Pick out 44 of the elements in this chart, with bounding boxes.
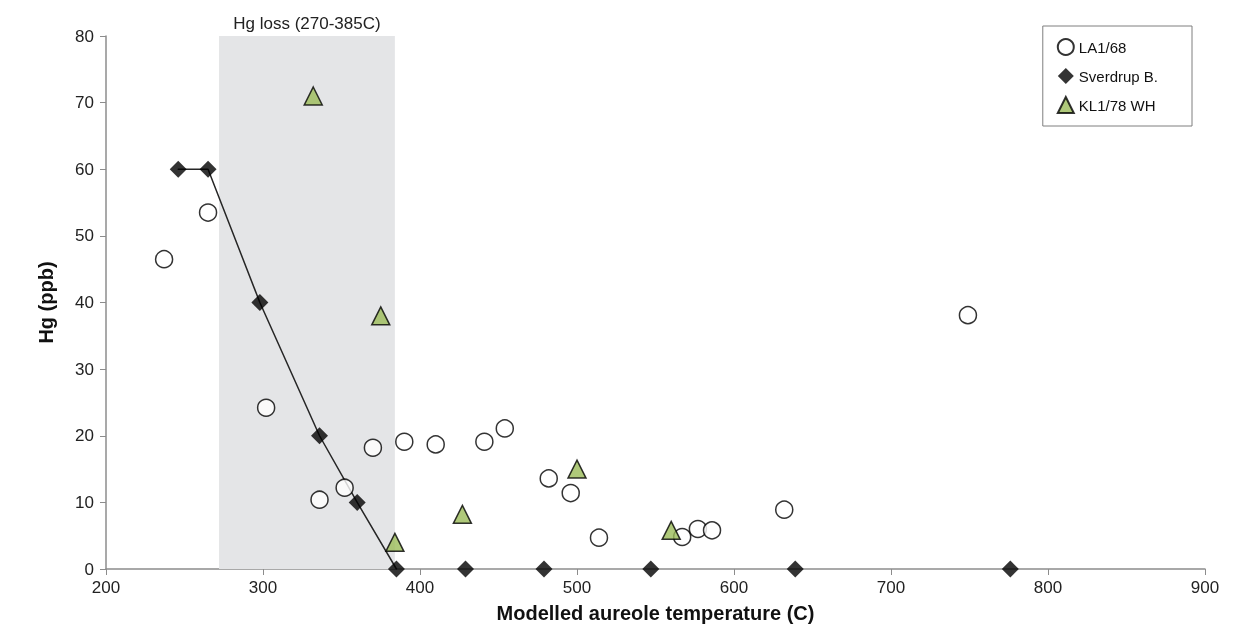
point xyxy=(363,438,383,457)
point xyxy=(348,493,366,511)
point xyxy=(457,560,475,578)
point xyxy=(310,490,329,509)
point xyxy=(661,520,681,541)
x-tick-label: 600 xyxy=(719,578,749,597)
y-tick-label: 20 xyxy=(75,426,94,446)
y-tick-label: 60 xyxy=(75,159,94,179)
point xyxy=(385,532,405,553)
x-axis-title: Modelled aureole temperature (C) xyxy=(496,602,815,624)
x-tick-label: 200 xyxy=(91,578,121,597)
x-tick-label: 500 xyxy=(562,578,592,597)
x-tick-label: 800 xyxy=(1033,578,1063,597)
y-tick-label: 10 xyxy=(75,492,94,512)
legend-label: KL1/78 WH xyxy=(1078,96,1156,114)
y-tick-label: 0 xyxy=(84,559,94,579)
point xyxy=(311,427,329,445)
point xyxy=(535,560,553,578)
point xyxy=(251,294,269,311)
point xyxy=(371,306,391,326)
point xyxy=(387,560,405,578)
point xyxy=(335,478,354,497)
point xyxy=(256,398,276,418)
y-tick-label: 40 xyxy=(75,293,94,312)
y-tick-label: 70 xyxy=(75,93,94,113)
x-tick-label: 400 xyxy=(405,578,435,597)
y-tick-label: 30 xyxy=(75,359,94,379)
legend-label: LA1/68 xyxy=(1078,38,1127,56)
y-tick-label: 50 xyxy=(75,226,94,246)
legend-label: Sverdrup B. xyxy=(1078,67,1159,85)
y-tick-label: 80 xyxy=(75,26,94,46)
point xyxy=(642,560,660,578)
point xyxy=(199,160,217,178)
point xyxy=(169,160,187,178)
point xyxy=(452,504,473,525)
y-axis-title: Hg (ppb) xyxy=(35,261,57,344)
x-tick-label: 300 xyxy=(248,578,278,597)
x-tick-label: 900 xyxy=(1190,578,1220,597)
point xyxy=(303,86,323,106)
band-label: Hg loss (270-385C) xyxy=(233,14,381,33)
point xyxy=(786,560,804,578)
x-tick-label: 700 xyxy=(876,578,906,597)
point xyxy=(567,459,587,479)
point xyxy=(1001,560,1019,578)
